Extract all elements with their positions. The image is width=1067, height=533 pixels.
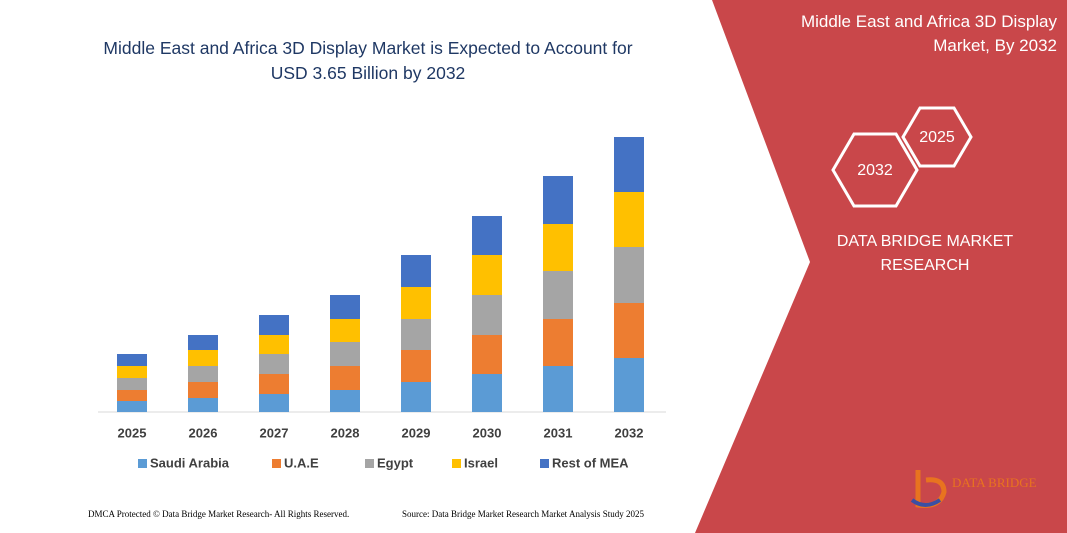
legend-swatch [365,459,374,468]
bar-segment [117,378,147,390]
bar-segment [543,224,573,271]
legend-label: U.A.E [284,455,319,470]
x-tick-label: 2025 [118,425,147,440]
bar-segment [330,366,360,390]
bar-segment [259,394,289,412]
bar-segment [401,287,431,319]
bar-segment [117,390,147,401]
hex-label: 2025 [919,129,955,146]
bar-segment [330,319,360,342]
legend-swatch [540,459,549,468]
bar-segment [188,398,218,412]
hex-label: 2032 [857,162,893,179]
bar-segment [330,295,360,319]
footer-left: DMCA Protected © Data Bridge Market Rese… [88,509,349,519]
logo-icon [910,498,942,507]
bar-segment [543,176,573,224]
bar-segment [472,295,502,335]
footer-right: Source: Data Bridge Market Research Mark… [402,509,644,519]
x-tick-label: 2027 [260,425,289,440]
bar-segment [614,358,644,412]
bar-segment [259,354,289,374]
bar-segment [188,335,218,350]
bar-segment [117,401,147,412]
x-tick-label: 2026 [189,425,218,440]
legend-label: Rest of MEA [552,455,629,470]
bar-segment [614,247,644,303]
x-tick-label: 2029 [402,425,431,440]
hexagon [831,132,919,208]
bar-segment [117,354,147,366]
bar-segment [472,335,502,374]
bar-segment [543,366,573,412]
bar-segment [614,137,644,192]
x-tick-label: 2032 [615,425,644,440]
bar-segment [188,366,218,382]
side-panel-bg [695,0,1067,533]
legend-swatch [452,459,461,468]
side-heading: Middle East and Africa 3D Display Market… [800,12,1057,55]
legend-label: Egypt [377,455,414,470]
bar-segment [401,382,431,412]
bar-segment [543,319,573,366]
bar-segment [614,192,644,247]
logo-text: DATA BRIDGE [952,475,1037,490]
bar-segment [259,335,289,354]
legend-swatch [272,459,281,468]
bar-segment [188,350,218,366]
bar-segment [259,374,289,394]
x-tick-label: 2028 [331,425,360,440]
x-tick-label: 2031 [544,425,573,440]
x-tick-label: 2030 [473,425,502,440]
brand: DATA BRIDGE MARKET RESEARCH [836,233,1014,274]
bar-segment [614,303,644,358]
bar-segment [259,315,289,335]
bar-segment [472,374,502,412]
legend-swatch [138,459,147,468]
hexagon [901,106,973,168]
logo: DATA BRIDGE [910,470,1037,508]
bar-segment [401,350,431,382]
chart-title: Middle East and Africa 3D Display Market… [103,38,633,83]
bar-segment [401,255,431,287]
bar-segment [472,216,502,255]
bar-segment [330,342,360,366]
bar-segment [117,366,147,378]
legend-label: Saudi Arabia [150,455,230,470]
bar-segment [472,255,502,295]
bar-segment [543,271,573,319]
bar-segment [188,382,218,398]
bar-segment [330,390,360,412]
bar-segment [401,319,431,350]
legend-label: Israel [464,455,498,470]
